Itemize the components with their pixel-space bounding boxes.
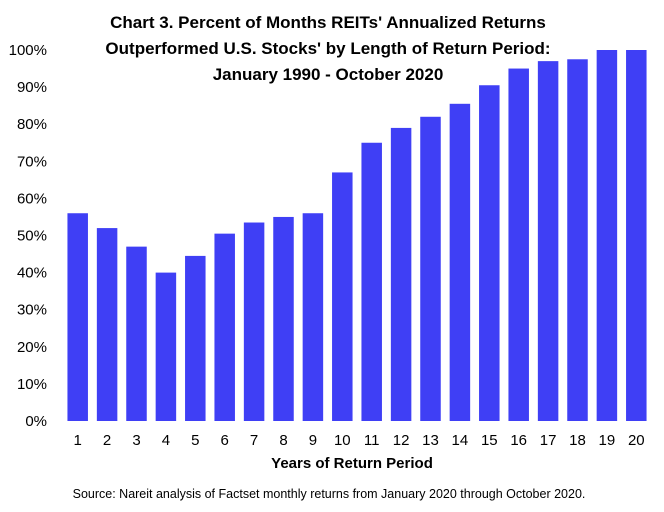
bar — [185, 255, 206, 421]
bars — [67, 50, 647, 422]
x-tick-label: 3 — [132, 432, 140, 449]
y-tick-label: 100% — [9, 42, 47, 59]
x-axis-tick-labels: 1 2 3 4 5 6 7 8 9 10 11 12 13 14 15 16 17 18 19 20 — [74, 432, 645, 449]
bar — [155, 272, 177, 421]
y-tick-label: 50% — [17, 228, 47, 245]
bar — [626, 50, 647, 421]
bar — [479, 85, 500, 422]
x-tick-label: 1 — [74, 432, 82, 449]
y-tick-label: 10% — [17, 376, 47, 393]
bar — [243, 222, 265, 421]
x-tick-label: 15 — [481, 432, 498, 449]
y-tick-label: 20% — [17, 339, 47, 356]
chart-title-line-1: Chart 3. Percent of Months REITs' Annual… — [110, 13, 546, 32]
bar — [567, 59, 588, 422]
bar — [420, 116, 441, 421]
x-tick-label: 8 — [279, 432, 287, 449]
x-tick-label: 18 — [569, 432, 586, 449]
x-tick-label: 7 — [250, 432, 258, 449]
y-tick-label: 0% — [25, 413, 47, 430]
x-tick-label: 17 — [540, 432, 557, 449]
bar — [214, 233, 235, 421]
x-axis-title: Years of Return Period — [271, 455, 433, 472]
y-tick-label: 70% — [17, 153, 47, 170]
bar — [596, 50, 618, 421]
chart-title-line-2: Outperformed U.S. Stocks' by Length of R… — [105, 39, 550, 58]
bar — [67, 213, 88, 421]
y-tick-label: 30% — [17, 302, 47, 319]
bar — [537, 61, 559, 421]
chart-title-line-3: January 1990 - October 2020 — [213, 65, 444, 84]
x-tick-label: 16 — [510, 432, 527, 449]
y-axis-tick-labels: 0% 10% 20% 30% 40% 50% 60% 70% 80% 90% 100% — [9, 42, 47, 430]
chart-title: Chart 3. Percent of Months REITs' Annual… — [105, 13, 550, 84]
bar — [508, 68, 529, 422]
x-tick-label: 20 — [628, 432, 645, 449]
x-tick-label: 2 — [103, 432, 111, 449]
bar — [302, 213, 324, 421]
x-tick-label: 4 — [162, 432, 170, 449]
x-tick-label: 14 — [452, 432, 469, 449]
bar — [449, 103, 471, 422]
x-tick-label: 6 — [221, 432, 229, 449]
y-tick-label: 90% — [17, 79, 47, 96]
y-tick-label: 60% — [17, 190, 47, 207]
x-tick-label: 19 — [599, 432, 616, 449]
bar — [390, 127, 412, 421]
source-note: Source: Nareit analysis of Factset month… — [73, 487, 586, 501]
bar — [273, 216, 294, 421]
bar — [96, 228, 118, 421]
x-tick-label: 12 — [393, 432, 410, 449]
x-tick-label: 9 — [309, 432, 317, 449]
x-tick-label: 11 — [364, 432, 380, 449]
x-tick-label: 13 — [422, 432, 439, 449]
bar — [361, 142, 382, 421]
y-tick-label: 80% — [17, 116, 47, 133]
bar — [126, 246, 147, 421]
x-tick-label: 5 — [191, 432, 199, 449]
y-tick-label: 40% — [17, 265, 47, 282]
x-tick-label: 10 — [334, 432, 351, 449]
bar — [332, 172, 353, 421]
